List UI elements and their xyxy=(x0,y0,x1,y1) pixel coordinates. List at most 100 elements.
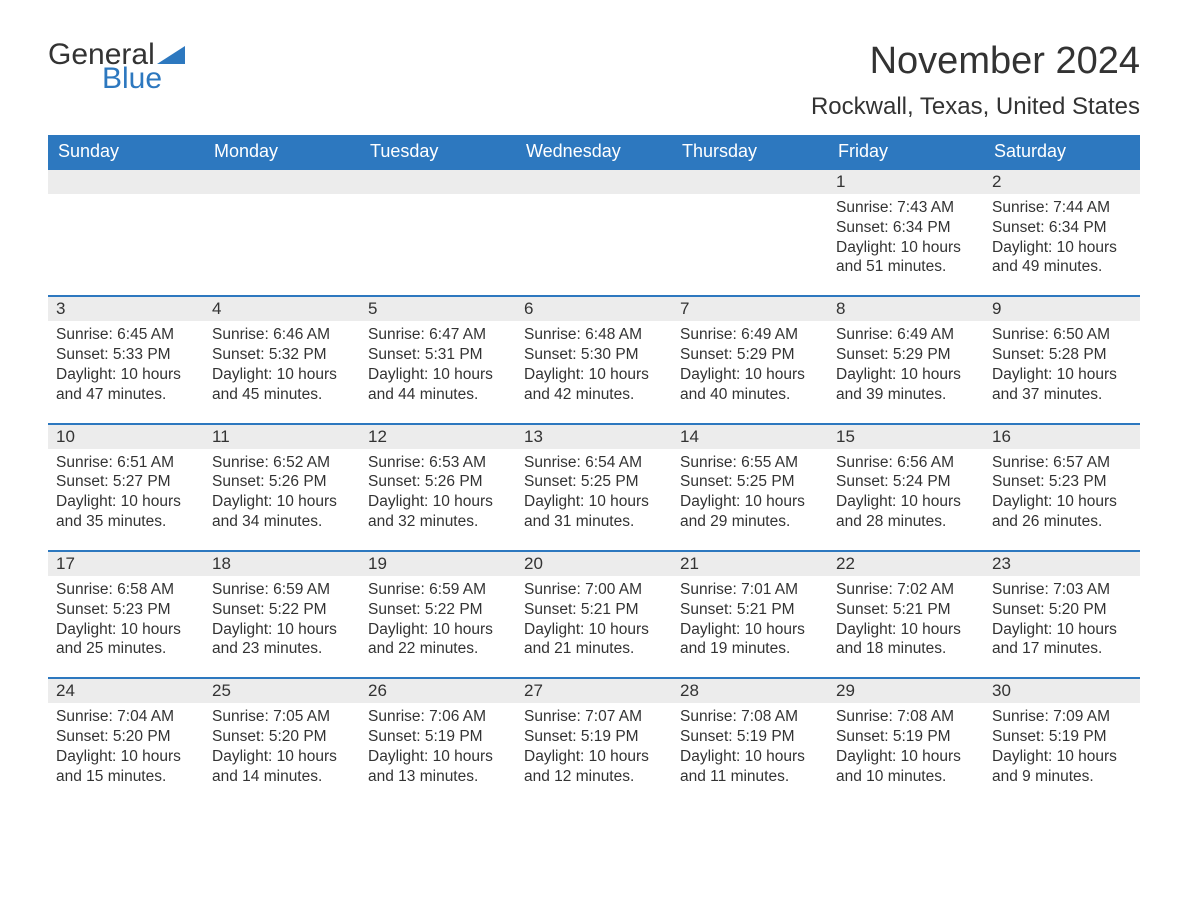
day-sunset: Sunset: 5:26 PM xyxy=(368,472,508,492)
day-sunrise: Sunrise: 6:51 AM xyxy=(56,453,196,473)
day-sunrise: Sunrise: 7:07 AM xyxy=(524,707,664,727)
day-sunset: Sunset: 5:21 PM xyxy=(836,600,976,620)
day-body: Sunrise: 6:54 AMSunset: 5:25 PMDaylight:… xyxy=(516,449,672,536)
day-number xyxy=(204,168,360,194)
logo: General Blue xyxy=(48,40,185,94)
day-day2: and 13 minutes. xyxy=(368,767,508,787)
day-day2: and 10 minutes. xyxy=(836,767,976,787)
week-row: 3Sunrise: 6:45 AMSunset: 5:33 PMDaylight… xyxy=(48,295,1140,408)
day-number: 9 xyxy=(984,295,1140,321)
day-body: Sunrise: 6:47 AMSunset: 5:31 PMDaylight:… xyxy=(360,321,516,408)
day-sunset: Sunset: 5:20 PM xyxy=(992,600,1132,620)
day-cell: 24Sunrise: 7:04 AMSunset: 5:20 PMDayligh… xyxy=(48,677,204,790)
logo-text-blue: Blue xyxy=(102,64,185,94)
day-number xyxy=(516,168,672,194)
day-body: Sunrise: 6:56 AMSunset: 5:24 PMDaylight:… xyxy=(828,449,984,536)
day-sunrise: Sunrise: 7:43 AM xyxy=(836,198,976,218)
day-number: 8 xyxy=(828,295,984,321)
day-sunrise: Sunrise: 7:05 AM xyxy=(212,707,352,727)
day-day2: and 37 minutes. xyxy=(992,385,1132,405)
day-sunset: Sunset: 5:22 PM xyxy=(368,600,508,620)
day-sunrise: Sunrise: 6:48 AM xyxy=(524,325,664,345)
day-cell: 21Sunrise: 7:01 AMSunset: 5:21 PMDayligh… xyxy=(672,550,828,663)
day-day2: and 35 minutes. xyxy=(56,512,196,532)
day-sunset: Sunset: 5:33 PM xyxy=(56,345,196,365)
day-day1: Daylight: 10 hours xyxy=(992,620,1132,640)
day-number: 7 xyxy=(672,295,828,321)
day-body xyxy=(204,194,360,202)
day-sunset: Sunset: 5:31 PM xyxy=(368,345,508,365)
day-number: 5 xyxy=(360,295,516,321)
day-sunrise: Sunrise: 7:44 AM xyxy=(992,198,1132,218)
day-number xyxy=(672,168,828,194)
day-day1: Daylight: 10 hours xyxy=(56,365,196,385)
week-row: 1Sunrise: 7:43 AMSunset: 6:34 PMDaylight… xyxy=(48,168,1140,281)
week-row: 10Sunrise: 6:51 AMSunset: 5:27 PMDayligh… xyxy=(48,423,1140,536)
day-sunset: Sunset: 5:29 PM xyxy=(836,345,976,365)
day-day1: Daylight: 10 hours xyxy=(992,492,1132,512)
day-sunrise: Sunrise: 7:02 AM xyxy=(836,580,976,600)
day-day1: Daylight: 10 hours xyxy=(680,747,820,767)
day-sunset: Sunset: 5:27 PM xyxy=(56,472,196,492)
day-body: Sunrise: 6:53 AMSunset: 5:26 PMDaylight:… xyxy=(360,449,516,536)
day-cell: 10Sunrise: 6:51 AMSunset: 5:27 PMDayligh… xyxy=(48,423,204,536)
day-day1: Daylight: 10 hours xyxy=(212,365,352,385)
day-cell: 22Sunrise: 7:02 AMSunset: 5:21 PMDayligh… xyxy=(828,550,984,663)
day-day1: Daylight: 10 hours xyxy=(524,365,664,385)
day-number: 2 xyxy=(984,168,1140,194)
day-sunset: Sunset: 5:21 PM xyxy=(680,600,820,620)
day-day1: Daylight: 10 hours xyxy=(56,492,196,512)
day-cell: 29Sunrise: 7:08 AMSunset: 5:19 PMDayligh… xyxy=(828,677,984,790)
day-day2: and 40 minutes. xyxy=(680,385,820,405)
day-sunrise: Sunrise: 6:50 AM xyxy=(992,325,1132,345)
day-sunset: Sunset: 5:25 PM xyxy=(524,472,664,492)
header: General Blue November 2024 Rockwall, Tex… xyxy=(48,40,1140,121)
day-day2: and 11 minutes. xyxy=(680,767,820,787)
day-number: 15 xyxy=(828,423,984,449)
day-number: 18 xyxy=(204,550,360,576)
day-cell: 4Sunrise: 6:46 AMSunset: 5:32 PMDaylight… xyxy=(204,295,360,408)
day-sunset: Sunset: 5:23 PM xyxy=(56,600,196,620)
day-cell: 11Sunrise: 6:52 AMSunset: 5:26 PMDayligh… xyxy=(204,423,360,536)
day-day1: Daylight: 10 hours xyxy=(836,620,976,640)
day-cell: 13Sunrise: 6:54 AMSunset: 5:25 PMDayligh… xyxy=(516,423,672,536)
sail-icon xyxy=(157,42,185,64)
day-day2: and 25 minutes. xyxy=(56,639,196,659)
day-day1: Daylight: 10 hours xyxy=(836,492,976,512)
week-row: 17Sunrise: 6:58 AMSunset: 5:23 PMDayligh… xyxy=(48,550,1140,663)
day-body: Sunrise: 6:51 AMSunset: 5:27 PMDaylight:… xyxy=(48,449,204,536)
day-cell: 27Sunrise: 7:07 AMSunset: 5:19 PMDayligh… xyxy=(516,677,672,790)
day-day1: Daylight: 10 hours xyxy=(368,492,508,512)
day-body: Sunrise: 7:06 AMSunset: 5:19 PMDaylight:… xyxy=(360,703,516,790)
day-sunset: Sunset: 5:25 PM xyxy=(680,472,820,492)
day-cell: 14Sunrise: 6:55 AMSunset: 5:25 PMDayligh… xyxy=(672,423,828,536)
day-day1: Daylight: 10 hours xyxy=(56,747,196,767)
day-sunrise: Sunrise: 7:08 AM xyxy=(836,707,976,727)
day-cell: 12Sunrise: 6:53 AMSunset: 5:26 PMDayligh… xyxy=(360,423,516,536)
day-cell xyxy=(204,168,360,281)
day-sunset: Sunset: 5:19 PM xyxy=(680,727,820,747)
day-number: 27 xyxy=(516,677,672,703)
day-sunset: Sunset: 5:19 PM xyxy=(368,727,508,747)
day-day2: and 45 minutes. xyxy=(212,385,352,405)
day-day1: Daylight: 10 hours xyxy=(56,620,196,640)
day-body: Sunrise: 6:46 AMSunset: 5:32 PMDaylight:… xyxy=(204,321,360,408)
day-day2: and 19 minutes. xyxy=(680,639,820,659)
day-cell: 16Sunrise: 6:57 AMSunset: 5:23 PMDayligh… xyxy=(984,423,1140,536)
day-sunrise: Sunrise: 7:00 AM xyxy=(524,580,664,600)
day-day1: Daylight: 10 hours xyxy=(524,620,664,640)
dow-cell: Wednesday xyxy=(516,135,672,168)
day-cell: 19Sunrise: 6:59 AMSunset: 5:22 PMDayligh… xyxy=(360,550,516,663)
day-number: 21 xyxy=(672,550,828,576)
day-sunset: Sunset: 5:28 PM xyxy=(992,345,1132,365)
day-cell: 15Sunrise: 6:56 AMSunset: 5:24 PMDayligh… xyxy=(828,423,984,536)
day-day2: and 28 minutes. xyxy=(836,512,976,532)
day-cell: 28Sunrise: 7:08 AMSunset: 5:19 PMDayligh… xyxy=(672,677,828,790)
day-day1: Daylight: 10 hours xyxy=(368,747,508,767)
day-body: Sunrise: 6:59 AMSunset: 5:22 PMDaylight:… xyxy=(204,576,360,663)
day-sunset: Sunset: 5:26 PM xyxy=(212,472,352,492)
day-cell: 8Sunrise: 6:49 AMSunset: 5:29 PMDaylight… xyxy=(828,295,984,408)
day-sunset: Sunset: 5:22 PM xyxy=(212,600,352,620)
day-sunrise: Sunrise: 6:57 AM xyxy=(992,453,1132,473)
day-body: Sunrise: 6:55 AMSunset: 5:25 PMDaylight:… xyxy=(672,449,828,536)
